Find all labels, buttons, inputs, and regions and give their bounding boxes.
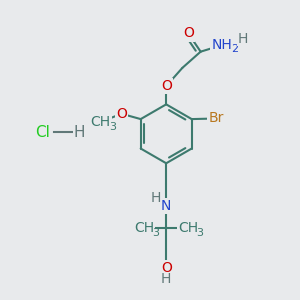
Text: H: H	[151, 191, 161, 205]
Text: H: H	[161, 272, 171, 286]
Text: Br: Br	[208, 112, 224, 125]
Text: Cl: Cl	[35, 125, 50, 140]
Text: O: O	[161, 79, 172, 93]
Text: CH: CH	[134, 221, 154, 235]
Text: N: N	[161, 199, 171, 213]
Text: O: O	[161, 261, 172, 275]
Text: 3: 3	[152, 228, 159, 238]
Text: O: O	[183, 26, 194, 40]
Text: 3: 3	[196, 228, 203, 238]
Text: H: H	[238, 32, 248, 46]
Text: 3: 3	[109, 122, 116, 132]
Text: H: H	[74, 125, 85, 140]
Text: CH: CH	[90, 115, 110, 129]
Text: NH: NH	[212, 38, 232, 52]
Text: 2: 2	[232, 44, 239, 54]
Text: CH: CH	[178, 221, 198, 235]
Text: O: O	[116, 107, 127, 121]
